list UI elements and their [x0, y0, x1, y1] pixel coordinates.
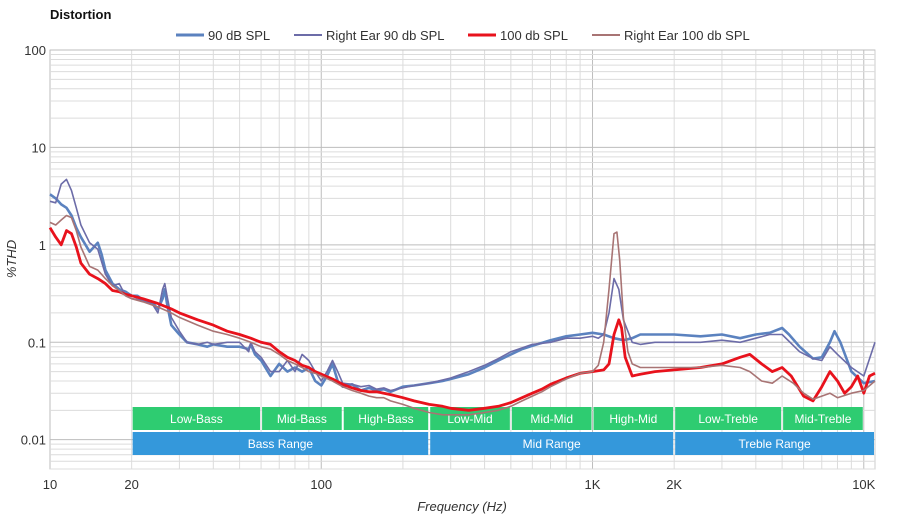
y-tick-label: 0.1: [28, 335, 46, 350]
band-mid-treble: [783, 407, 863, 430]
band-treble-range: [675, 432, 874, 455]
x-tick-label: 10: [43, 477, 57, 492]
x-axis-label: Frequency (Hz): [417, 499, 507, 514]
y-tick-label: 0.01: [21, 433, 46, 448]
legend-label: 90 dB SPL: [208, 28, 270, 43]
band-label: Mid-Treble: [794, 412, 851, 426]
series-lines: [48, 178, 876, 416]
band-bass-range: [132, 432, 429, 455]
chart-title: Distortion: [50, 7, 111, 22]
y-axis-label: %THD: [4, 240, 19, 278]
y-tick-label: 100: [24, 43, 46, 58]
x-axis-ticks: 10 20 100 1K 2K 10K: [43, 477, 876, 492]
band-label: High-Mid: [609, 412, 657, 426]
band-label: High-Bass: [358, 412, 413, 426]
band-high-mid: [593, 407, 674, 430]
legend-label: Right Ear 100 db SPL: [624, 28, 750, 43]
frequency-bands: Low-Bass Mid-Bass High-Bass Low-Mid Mid-Mid H…: [132, 407, 874, 455]
x-tick-label: 20: [124, 477, 138, 492]
band-label: Mid-Bass: [277, 412, 327, 426]
x-tick-label: 10K: [852, 477, 875, 492]
band-low-bass: [132, 407, 261, 430]
band-mid-bass: [262, 407, 342, 430]
band-mid-mid: [511, 407, 592, 430]
grid: [49, 49, 876, 470]
band-high-bass: [343, 407, 429, 430]
y-tick-label: 10: [32, 140, 46, 155]
legend: 90 dB SPL Right Ear 90 db SPL 100 db SPL Ri…: [176, 28, 750, 43]
band-mid-range: [430, 432, 674, 455]
band-label: Treble Range: [738, 437, 811, 451]
band-label: Mid-Mid: [530, 412, 573, 426]
legend-label: Right Ear 90 db SPL: [326, 28, 445, 43]
series-line-right-ear-100-db-spl: [49, 214, 876, 416]
band-low-treble: [675, 407, 782, 430]
band-label: Low-Bass: [170, 412, 223, 426]
x-tick-label: 2K: [666, 477, 682, 492]
x-tick-label: 1K: [585, 477, 601, 492]
series-line-100-db-spl: [48, 226, 876, 412]
band-label: Bass Range: [248, 437, 314, 451]
band-label: Mid Range: [523, 437, 581, 451]
legend-label: 100 db SPL: [500, 28, 568, 43]
band-label: Low-Treble: [698, 412, 758, 426]
y-tick-label: 1: [39, 238, 46, 253]
x-tick-label: 100: [310, 477, 332, 492]
band-low-mid: [430, 407, 510, 430]
y-axis-ticks: 100 10 1 0.1 0.01: [21, 43, 46, 448]
